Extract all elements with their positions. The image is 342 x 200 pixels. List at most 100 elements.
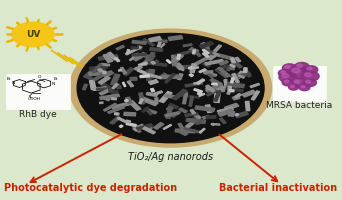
Polygon shape — [213, 124, 220, 125]
Polygon shape — [148, 62, 167, 66]
Polygon shape — [139, 97, 158, 106]
Text: RhB dye: RhB dye — [19, 110, 57, 119]
Polygon shape — [224, 80, 227, 85]
Polygon shape — [93, 75, 103, 81]
Polygon shape — [133, 53, 142, 59]
Polygon shape — [194, 58, 208, 65]
Text: Photocatalytic dye degradation: Photocatalytic dye degradation — [4, 183, 177, 193]
Polygon shape — [145, 55, 153, 58]
Polygon shape — [184, 128, 202, 133]
Polygon shape — [108, 88, 113, 92]
Polygon shape — [204, 72, 217, 76]
Text: O: O — [38, 75, 41, 79]
Polygon shape — [132, 53, 146, 56]
Polygon shape — [130, 57, 134, 61]
Polygon shape — [235, 113, 239, 116]
Polygon shape — [93, 87, 107, 90]
Polygon shape — [108, 106, 124, 113]
Polygon shape — [206, 83, 222, 92]
Polygon shape — [188, 67, 193, 69]
Polygon shape — [189, 67, 198, 68]
Polygon shape — [197, 92, 202, 95]
Polygon shape — [97, 88, 109, 90]
Polygon shape — [154, 91, 163, 95]
Polygon shape — [235, 94, 241, 98]
Polygon shape — [206, 116, 216, 119]
Polygon shape — [145, 108, 152, 115]
Polygon shape — [115, 84, 121, 89]
Polygon shape — [154, 123, 164, 129]
Polygon shape — [143, 73, 162, 79]
Polygon shape — [142, 107, 149, 112]
Polygon shape — [212, 83, 217, 85]
Polygon shape — [202, 49, 209, 54]
Polygon shape — [228, 86, 232, 91]
Polygon shape — [134, 125, 152, 129]
Polygon shape — [203, 63, 210, 67]
Polygon shape — [183, 44, 192, 47]
Polygon shape — [202, 116, 210, 119]
Polygon shape — [185, 121, 195, 128]
Polygon shape — [214, 92, 221, 101]
Polygon shape — [230, 65, 235, 70]
Text: Et: Et — [7, 77, 11, 81]
Polygon shape — [196, 120, 203, 123]
Polygon shape — [227, 88, 232, 94]
Polygon shape — [103, 103, 117, 111]
Circle shape — [299, 84, 310, 91]
Circle shape — [301, 85, 305, 88]
Polygon shape — [99, 89, 110, 95]
Polygon shape — [227, 83, 245, 88]
Polygon shape — [203, 49, 215, 55]
Polygon shape — [120, 67, 127, 74]
Polygon shape — [166, 60, 171, 63]
Polygon shape — [126, 120, 131, 123]
Polygon shape — [82, 84, 88, 90]
Polygon shape — [213, 52, 220, 56]
Polygon shape — [125, 46, 142, 55]
Polygon shape — [128, 101, 141, 110]
Circle shape — [279, 72, 297, 82]
Circle shape — [292, 68, 300, 73]
Polygon shape — [115, 58, 120, 62]
Polygon shape — [250, 83, 260, 88]
Circle shape — [285, 65, 290, 68]
Polygon shape — [179, 108, 187, 113]
Polygon shape — [100, 94, 120, 99]
Circle shape — [280, 71, 286, 74]
Polygon shape — [190, 118, 201, 125]
Circle shape — [282, 64, 297, 72]
Polygon shape — [150, 48, 163, 51]
Polygon shape — [142, 54, 155, 66]
Polygon shape — [103, 54, 113, 62]
Polygon shape — [205, 105, 212, 113]
Polygon shape — [146, 109, 157, 114]
Polygon shape — [130, 77, 137, 80]
Polygon shape — [251, 91, 260, 100]
Polygon shape — [151, 60, 159, 64]
Circle shape — [77, 33, 264, 143]
Polygon shape — [206, 90, 218, 96]
Polygon shape — [123, 68, 134, 75]
Polygon shape — [146, 92, 158, 96]
Polygon shape — [177, 55, 180, 59]
Text: N: N — [12, 81, 15, 85]
Polygon shape — [246, 101, 250, 111]
Polygon shape — [143, 127, 156, 134]
Polygon shape — [199, 69, 206, 73]
Polygon shape — [206, 87, 211, 90]
Polygon shape — [167, 106, 174, 111]
Polygon shape — [118, 70, 122, 71]
Polygon shape — [232, 83, 238, 90]
Polygon shape — [206, 85, 215, 92]
Polygon shape — [101, 63, 110, 66]
Polygon shape — [215, 68, 229, 78]
Polygon shape — [217, 107, 233, 113]
Polygon shape — [204, 70, 214, 78]
Polygon shape — [244, 68, 247, 72]
Polygon shape — [88, 77, 94, 81]
Polygon shape — [136, 46, 143, 50]
Polygon shape — [126, 123, 136, 126]
Polygon shape — [174, 63, 184, 70]
Polygon shape — [214, 94, 220, 102]
